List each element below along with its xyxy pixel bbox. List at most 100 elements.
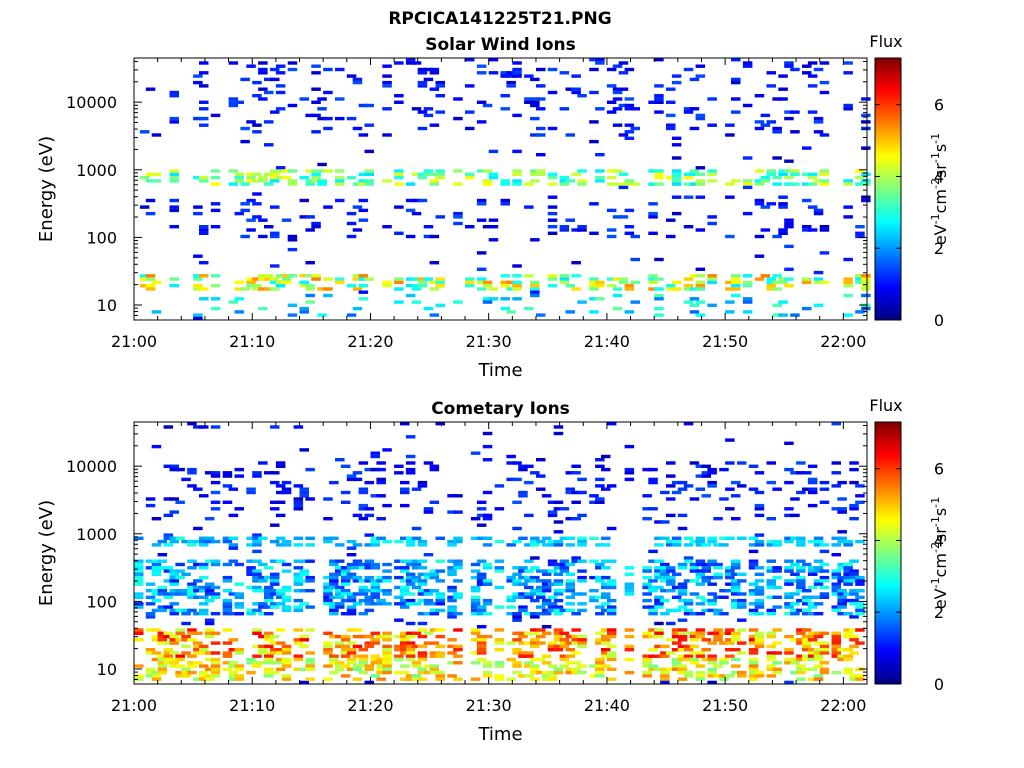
- heatmap-cell: [618, 215, 629, 219]
- heatmap-cell: [707, 654, 717, 658]
- heatmap-cell: [311, 64, 321, 68]
- heatmap-cell: [742, 103, 753, 108]
- heatmap-cell: [494, 559, 505, 563]
- heatmap-cell: [624, 628, 635, 632]
- heatmap-cell: [707, 575, 717, 580]
- heatmap-cell: [252, 589, 262, 593]
- heatmap-cell: [737, 484, 747, 488]
- heatmap-cell: [802, 172, 812, 176]
- heatmap-cell: [258, 87, 268, 91]
- heatmap-cell: [624, 225, 635, 229]
- heatmap-cell: [695, 582, 706, 586]
- heatmap-cell: [151, 608, 162, 613]
- heatmap-cell: [802, 228, 812, 232]
- heatmap-cell: [411, 602, 422, 606]
- heatmap-cell: [837, 510, 847, 514]
- heatmap-cell: [453, 644, 463, 649]
- heatmap-cell: [281, 657, 292, 662]
- heatmap-cell: [689, 497, 700, 501]
- heatmap-cell: [482, 431, 493, 436]
- heatmap-cell: [707, 280, 717, 285]
- heatmap-cell: [601, 559, 611, 563]
- heatmap-cell: [695, 664, 706, 668]
- heatmap-cell: [175, 664, 185, 668]
- heatmap-cell: [252, 579, 262, 583]
- heatmap-cell: [506, 543, 516, 547]
- heatmap-cell: [790, 579, 800, 583]
- heatmap-cell: [252, 94, 262, 98]
- heatmap-cell: [275, 602, 286, 606]
- heatmap-cell: [411, 287, 422, 291]
- heatmap-cell: [695, 287, 706, 291]
- heatmap-cell: [807, 605, 818, 609]
- heatmap-cell: [400, 651, 410, 655]
- heatmap-cell: [695, 562, 706, 567]
- heatmap-cell: [606, 484, 617, 488]
- heatmap-cell: [364, 103, 374, 108]
- heatmap-cell: [648, 549, 658, 554]
- heatmap-cell: [299, 490, 309, 495]
- heatmap-cell: [435, 175, 445, 180]
- heatmap-cell: [335, 277, 345, 281]
- heatmap-cell: [429, 664, 440, 668]
- heatmap-cell: [784, 539, 794, 544]
- heatmap-cell: [275, 559, 286, 563]
- heatmap-cell: [707, 680, 717, 685]
- heatmap-cell: [559, 569, 570, 573]
- heatmap-cell: [400, 631, 410, 635]
- heatmap-cell: [689, 539, 700, 544]
- heatmap-cell: [571, 559, 581, 563]
- heatmap-cell: [181, 612, 191, 616]
- heatmap-cell: [760, 274, 771, 278]
- heatmap-cell: [210, 274, 221, 278]
- heatmap-cell: [400, 579, 410, 583]
- heatmap-cell: [772, 605, 782, 609]
- heatmap-cell: [837, 480, 847, 485]
- heatmap-cell: [530, 628, 540, 632]
- heatmap-cell: [181, 539, 191, 544]
- heatmap-cell: [275, 484, 286, 488]
- heatmap-cell: [252, 277, 262, 281]
- heatmap-cell: [134, 536, 144, 540]
- heatmap-cell: [494, 566, 505, 570]
- heatmap-cell: [429, 651, 440, 655]
- heatmap-cell: [358, 562, 369, 567]
- heatmap-cell: [648, 182, 658, 186]
- heatmap-cell: [778, 313, 788, 317]
- heatmap-cell: [157, 605, 168, 609]
- heatmap-cell: [482, 543, 493, 547]
- heatmap-cell: [766, 674, 776, 678]
- heatmap-cell: [234, 562, 244, 567]
- heatmap-cell: [335, 661, 345, 665]
- heatmap-cell: [725, 648, 735, 652]
- heatmap-cell: [145, 274, 156, 278]
- heatmap-cell: [246, 280, 256, 285]
- heatmap-cell: [571, 661, 581, 665]
- heatmap-cell: [382, 80, 392, 85]
- heatmap-cell: [193, 175, 203, 180]
- heatmap-cell: [660, 612, 670, 616]
- heatmap-cell: [695, 166, 706, 170]
- heatmap-cell: [813, 664, 824, 668]
- heatmap-cell: [157, 592, 168, 596]
- heatmap-cell: [843, 670, 853, 675]
- heatmap-cell: [139, 274, 150, 278]
- heatmap-cell: [199, 225, 209, 229]
- heatmap-cell: [831, 572, 841, 576]
- heatmap-cell: [181, 667, 191, 671]
- heatmap-cell: [606, 234, 617, 239]
- heatmap-cell: [547, 605, 558, 609]
- heatmap-cell: [465, 172, 475, 176]
- heatmap-cell: [175, 575, 185, 580]
- heatmap-cell: [518, 467, 528, 472]
- heatmap-cell: [695, 195, 706, 199]
- heatmap-cell: [281, 605, 292, 609]
- heatmap-cell: [565, 133, 575, 137]
- heatmap-cell: [329, 595, 339, 599]
- heatmap-cell: [163, 497, 174, 501]
- heatmap-cell: [813, 602, 824, 606]
- heatmap-cell: [606, 605, 617, 609]
- heatmap-cell: [666, 569, 676, 573]
- heatmap-cell: [400, 566, 410, 570]
- heatmap-cell: [589, 67, 599, 72]
